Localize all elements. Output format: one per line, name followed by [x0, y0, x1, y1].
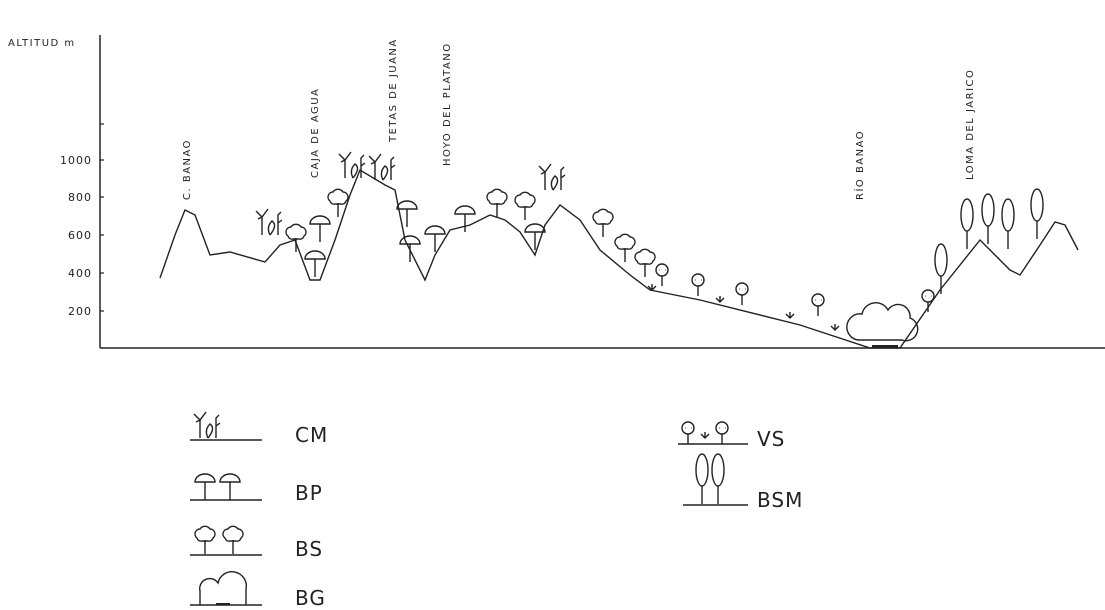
place-label: LOMA DEL JARICO	[965, 69, 976, 180]
vegetation	[255, 151, 1044, 342]
legend-label: BG	[295, 586, 326, 610]
y-tick-label: 200	[68, 305, 92, 318]
legend-label: BP	[295, 481, 323, 505]
legend-label: CM	[295, 423, 328, 447]
tick-marks	[100, 123, 104, 312]
place-label: CAJA DE AGUA	[310, 88, 321, 178]
legend: CM BP BS BG VS BSM	[190, 411, 803, 610]
y-tick-label: 800	[68, 191, 92, 204]
place-label: RÍO BANAO	[853, 130, 866, 200]
axis-label: ALTITUD m	[8, 38, 76, 49]
river	[872, 345, 898, 348]
place-label: C. BANAO	[182, 139, 193, 200]
place-label: HOYO DEL PLATANO	[442, 42, 453, 166]
y-tick-label: 400	[68, 267, 92, 280]
legend-label: BS	[295, 537, 323, 561]
legend-label: BSM	[757, 488, 803, 512]
place-label: TETAS DE JUANA	[388, 38, 399, 143]
legend-label: VS	[757, 427, 785, 451]
y-tick-label: 1000	[60, 154, 92, 167]
y-tick-label: 600	[68, 229, 92, 242]
terrain-profile	[159, 168, 1079, 349]
